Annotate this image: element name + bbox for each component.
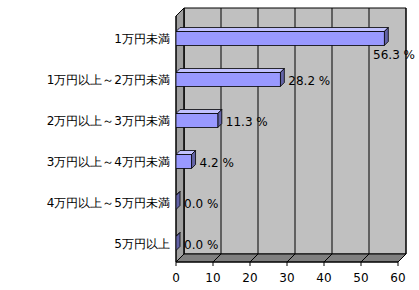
category-label: 4万円以上～5万円未満 <box>47 196 170 210</box>
tick-label: 40 <box>316 271 331 285</box>
bar-top <box>176 69 284 73</box>
category-label: 5万円以上 <box>114 237 170 251</box>
bar-top <box>176 110 222 114</box>
tick-label: 10 <box>205 271 220 285</box>
bar-top <box>176 28 388 32</box>
category-label: 1万円未満 <box>114 32 170 46</box>
floor <box>176 254 406 262</box>
floor-grid-line <box>287 254 295 262</box>
bars <box>176 28 388 251</box>
tick-mark <box>361 262 362 266</box>
tick-mark <box>250 262 251 266</box>
tick-mark <box>287 262 288 266</box>
data-label: 56.3 % <box>373 48 415 62</box>
side-wall <box>176 8 184 262</box>
data-label: 0.0 % <box>184 238 218 252</box>
x-axis <box>176 262 398 263</box>
tick-mark <box>176 262 177 266</box>
floor-grid-line <box>398 254 406 262</box>
floor-grid-line <box>176 254 184 262</box>
data-label: 28.2 % <box>288 74 330 88</box>
tick-label: 20 <box>242 271 257 285</box>
floor-grid-line <box>213 254 221 262</box>
chart: 0 10 20 30 40 50 60 1万円未満 56.3 % 1万円以上～2万円未満 28.2 … <box>0 0 419 290</box>
tick-label: 0 <box>172 271 180 285</box>
category-label: 3万円以上～4万円未満 <box>47 155 170 169</box>
bar <box>176 114 218 128</box>
bar-side <box>176 233 180 251</box>
grid-line <box>406 8 407 254</box>
tick-label: 60 <box>390 271 405 285</box>
floor-grid-line <box>324 254 332 262</box>
bar-side <box>280 69 284 87</box>
tick-mark <box>398 262 399 266</box>
tick-mark <box>324 262 325 266</box>
labels: 1万円未満 56.3 % 1万円以上～2万円未満 28.2 % 2万円以上～3万円未満 1… <box>47 32 415 252</box>
tick-label: 50 <box>353 271 368 285</box>
bar <box>176 196 177 210</box>
bar <box>176 155 192 169</box>
bar-side <box>218 110 222 128</box>
bar-side <box>176 192 180 210</box>
bar <box>176 237 177 251</box>
bar-side <box>384 28 388 46</box>
bar <box>176 73 280 87</box>
category-label: 2万円以上～3万円未満 <box>47 114 170 128</box>
floor-grid-line <box>250 254 258 262</box>
y-axis <box>176 16 177 262</box>
floor-grid-line <box>361 254 369 262</box>
tick-mark <box>213 262 214 266</box>
data-label: 0.0 % <box>184 197 218 211</box>
category-label: 1万円以上～2万円未満 <box>47 73 170 87</box>
data-label: 4.2 % <box>200 156 234 170</box>
bar-side <box>192 151 196 169</box>
tick-label: 30 <box>279 271 294 285</box>
data-label: 11.3 % <box>226 115 268 129</box>
bar <box>176 32 384 46</box>
